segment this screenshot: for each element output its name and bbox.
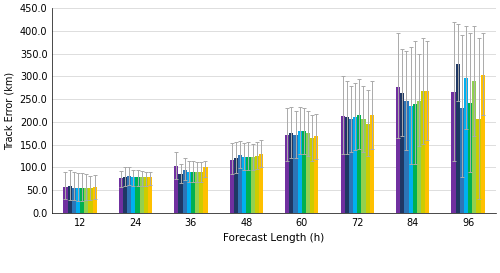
Bar bbox=[230, 160, 234, 213]
Bar bbox=[306, 133, 310, 213]
Bar bbox=[191, 172, 195, 213]
Bar bbox=[199, 172, 203, 213]
Bar bbox=[340, 116, 345, 213]
Bar bbox=[421, 91, 425, 213]
Bar bbox=[285, 135, 290, 213]
Bar bbox=[464, 78, 468, 213]
Bar bbox=[234, 158, 238, 213]
Bar bbox=[80, 188, 84, 213]
Bar bbox=[84, 188, 88, 213]
Bar bbox=[259, 154, 263, 213]
Bar bbox=[298, 131, 302, 213]
Bar bbox=[290, 133, 294, 213]
Bar bbox=[370, 115, 374, 213]
Bar bbox=[88, 188, 92, 213]
Bar bbox=[460, 108, 464, 213]
Bar bbox=[64, 186, 68, 213]
Bar bbox=[349, 119, 353, 213]
Bar bbox=[400, 93, 404, 213]
Bar bbox=[362, 119, 366, 213]
Bar bbox=[456, 64, 460, 213]
Bar bbox=[353, 117, 357, 213]
Bar bbox=[144, 177, 148, 213]
Bar bbox=[246, 157, 250, 213]
Bar bbox=[254, 156, 259, 213]
Bar bbox=[472, 81, 476, 213]
Y-axis label: Track Error (km): Track Error (km) bbox=[4, 72, 14, 150]
Bar bbox=[123, 177, 127, 213]
Bar bbox=[72, 188, 76, 213]
Bar bbox=[92, 188, 96, 213]
Bar bbox=[366, 124, 370, 213]
Bar bbox=[408, 106, 412, 213]
Bar bbox=[345, 117, 349, 213]
Bar bbox=[452, 92, 456, 213]
Bar bbox=[294, 135, 298, 213]
Bar bbox=[357, 115, 362, 213]
Bar bbox=[412, 104, 417, 213]
Bar bbox=[417, 100, 421, 213]
Bar bbox=[302, 131, 306, 213]
Bar bbox=[310, 138, 314, 213]
Bar bbox=[127, 176, 132, 213]
X-axis label: Forecast Length (h): Forecast Length (h) bbox=[224, 233, 324, 243]
Bar bbox=[174, 166, 178, 213]
Bar bbox=[178, 174, 182, 213]
Bar bbox=[182, 170, 187, 213]
Bar bbox=[242, 157, 246, 213]
Bar bbox=[140, 177, 144, 213]
Bar bbox=[76, 188, 80, 213]
Bar bbox=[404, 102, 408, 213]
Bar bbox=[148, 177, 152, 213]
Bar bbox=[425, 91, 430, 213]
Bar bbox=[480, 75, 484, 213]
Bar bbox=[204, 167, 208, 213]
Bar bbox=[136, 177, 140, 213]
Bar bbox=[119, 178, 123, 213]
Bar bbox=[314, 136, 318, 213]
Bar bbox=[396, 87, 400, 213]
Bar bbox=[68, 186, 71, 213]
Bar bbox=[250, 157, 254, 213]
Bar bbox=[468, 103, 472, 213]
Bar bbox=[195, 172, 199, 213]
Bar bbox=[187, 172, 191, 213]
Bar bbox=[238, 155, 242, 213]
Bar bbox=[132, 177, 136, 213]
Bar bbox=[476, 119, 480, 213]
